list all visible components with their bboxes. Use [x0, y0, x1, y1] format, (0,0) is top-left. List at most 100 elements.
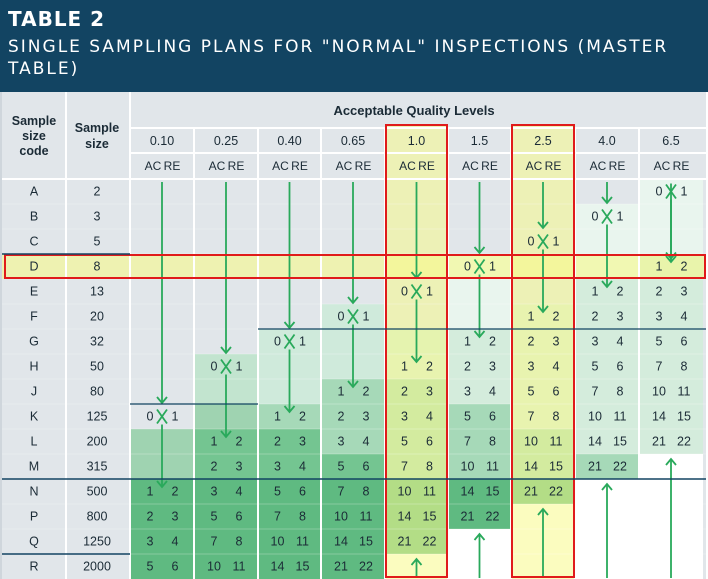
sample-code-J: J [31, 385, 37, 399]
ac-value: 3 [528, 360, 535, 374]
ac-value: 21 [398, 535, 412, 549]
zero-one-cross [410, 283, 423, 300]
down-arrow-head [156, 396, 168, 405]
ac-value: 5 [211, 510, 218, 524]
sample-code-R: R [29, 560, 38, 574]
re-value: 4 [553, 360, 560, 374]
ac-value: 14 [334, 535, 348, 549]
sample-code-M: M [29, 460, 39, 474]
sample-size-50: 50 [90, 360, 104, 374]
sample-size-315: 315 [87, 460, 108, 474]
cell-shade [639, 379, 703, 404]
re-value: 11 [486, 460, 499, 474]
re-value: 6 [553, 385, 560, 399]
cell-shade [258, 479, 321, 504]
ac-value: 10 [271, 535, 285, 549]
re-value: 22 [423, 535, 437, 549]
sample-code-G: G [29, 335, 39, 349]
re-value: 2 [489, 335, 496, 349]
ac-value: 21 [334, 560, 348, 574]
cell-shade [448, 479, 511, 504]
re-label: RE [228, 159, 245, 173]
down-arrow-head [283, 405, 296, 414]
ac-value: 3 [211, 485, 218, 499]
ac-value: 2 [338, 410, 345, 424]
re-value: 1 [489, 260, 496, 274]
ac-value: 10 [398, 485, 412, 499]
sample-size-header: size [85, 137, 109, 151]
re-value: 3 [426, 385, 433, 399]
cell-shade [448, 429, 511, 454]
re-value: 4 [299, 460, 306, 474]
ac-value: 1 [656, 260, 663, 274]
sample-size-code-header: size [22, 129, 46, 143]
re-value: 2 [617, 285, 624, 299]
aql-1.0-highlight-border [385, 124, 448, 578]
re-value: 1 [299, 335, 306, 349]
re-value: 2 [553, 310, 560, 324]
zero-one-cross [283, 333, 296, 350]
re-value: 3 [489, 360, 496, 374]
sample-size-2000: 2000 [83, 560, 111, 574]
re-value: 2 [681, 260, 688, 274]
re-value: 1 [172, 410, 179, 424]
re-value: 6 [172, 560, 179, 574]
ac-value: 10 [207, 560, 221, 574]
ac-value: 7 [464, 435, 471, 449]
cell-shade [448, 404, 511, 429]
re-value: 8 [426, 460, 433, 474]
ac-value: 0 [211, 360, 218, 374]
re-label: RE [545, 159, 562, 173]
aql-level-6.5: 6.5 [662, 134, 679, 148]
sample-code-P: P [30, 510, 38, 524]
ac-label: AC [590, 159, 607, 173]
ac-value: 0 [147, 410, 154, 424]
ac-value: 2 [147, 510, 154, 524]
re-value: 1 [363, 310, 370, 324]
re-value: 4 [489, 385, 496, 399]
ac-label: AC [272, 159, 289, 173]
ac-value: 0 [401, 285, 408, 299]
aql-level-4.0: 4.0 [598, 134, 615, 148]
ac-value: 2 [274, 435, 281, 449]
re-value: 15 [359, 535, 373, 549]
ac-value: 7 [401, 460, 408, 474]
sample-code-N: N [29, 485, 38, 499]
re-value: 22 [486, 510, 500, 524]
re-value: 8 [236, 535, 243, 549]
re-value: 1 [426, 285, 433, 299]
re-value: 11 [550, 435, 563, 449]
aql-level-0.10: 0.10 [150, 134, 174, 148]
cell-shade [575, 329, 639, 354]
cell-shade [575, 454, 639, 479]
cell-shade [639, 354, 703, 379]
re-value: 8 [299, 510, 306, 524]
ac-value: 10 [588, 410, 602, 424]
ac-value: 0 [528, 235, 535, 249]
cell-shade [258, 554, 321, 579]
ac-value: 14 [398, 510, 412, 524]
ac-value: 1 [464, 335, 471, 349]
ac-value: 1 [211, 435, 218, 449]
down-arrow-head [537, 221, 549, 230]
down-arrow-head [537, 305, 549, 314]
down-arrow-head [347, 380, 359, 389]
sample-size-800: 800 [87, 510, 108, 524]
cell-shade [575, 404, 639, 429]
aql-level-0.25: 0.25 [214, 134, 238, 148]
aql-2.5-highlight-border [511, 124, 575, 578]
ac-value: 5 [401, 435, 408, 449]
re-value: 15 [549, 460, 563, 474]
zero-one-cross [601, 208, 613, 225]
down-arrow-head [410, 355, 423, 364]
re-value: 4 [363, 435, 370, 449]
ac-value: 5 [464, 410, 471, 424]
re-value: 11 [423, 485, 436, 499]
ac-value: 3 [464, 385, 471, 399]
re-value: 11 [296, 535, 309, 549]
re-value: 2 [426, 360, 433, 374]
ac-value: 1 [147, 485, 154, 499]
cell-shade [321, 479, 385, 504]
sample-code-D: D [29, 260, 38, 274]
ac-value: 0 [274, 335, 281, 349]
